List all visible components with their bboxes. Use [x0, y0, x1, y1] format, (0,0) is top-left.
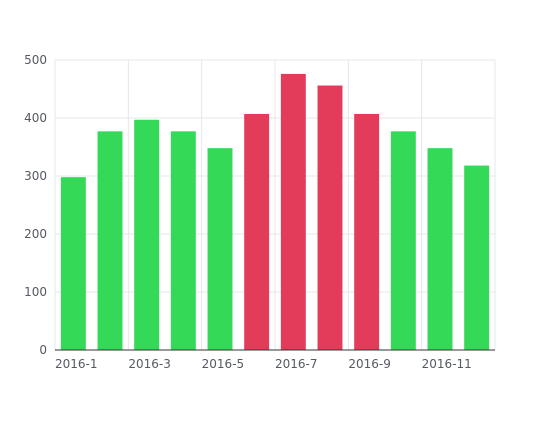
bar-2016-2: [97, 131, 123, 350]
bar-2016-10: [390, 131, 416, 350]
bar-2016-12: [464, 165, 490, 350]
x-tick-label: 2016-11: [422, 357, 472, 371]
x-tick-label: 2016-1: [55, 357, 98, 371]
y-tick-label: 300: [24, 169, 47, 183]
bar-2016-9: [354, 113, 380, 350]
x-tick-label: 2016-9: [348, 357, 391, 371]
grid-lines: [54, 59, 496, 350]
bar-2016-11: [427, 148, 453, 350]
bar-2016-1: [60, 177, 86, 350]
y-axis-tick-labels: 0 100 200 300 400 500: [24, 53, 47, 357]
bar-2016-5: [207, 148, 233, 350]
x-tick-label: 2016-3: [128, 357, 171, 371]
y-tick-label: 400: [24, 111, 47, 125]
x-axis-tick-labels: 2016-1 2016-3 2016-5 2016-7 2016-9 2016-11: [55, 357, 472, 371]
bar-2016-3: [134, 119, 160, 351]
y-tick-label: 0: [39, 343, 47, 357]
y-tick-label: 200: [24, 227, 47, 241]
bar-2016-4: [170, 131, 196, 350]
bar-series: [60, 73, 490, 351]
y-tick-label: 100: [24, 285, 47, 299]
x-tick-label: 2016-7: [275, 357, 318, 371]
bar-2016-7: [280, 73, 306, 351]
bar-2016-6: [244, 113, 270, 350]
y-tick-label: 500: [24, 53, 47, 67]
bar-2016-8: [317, 85, 343, 351]
x-tick-label: 2016-5: [202, 357, 245, 371]
